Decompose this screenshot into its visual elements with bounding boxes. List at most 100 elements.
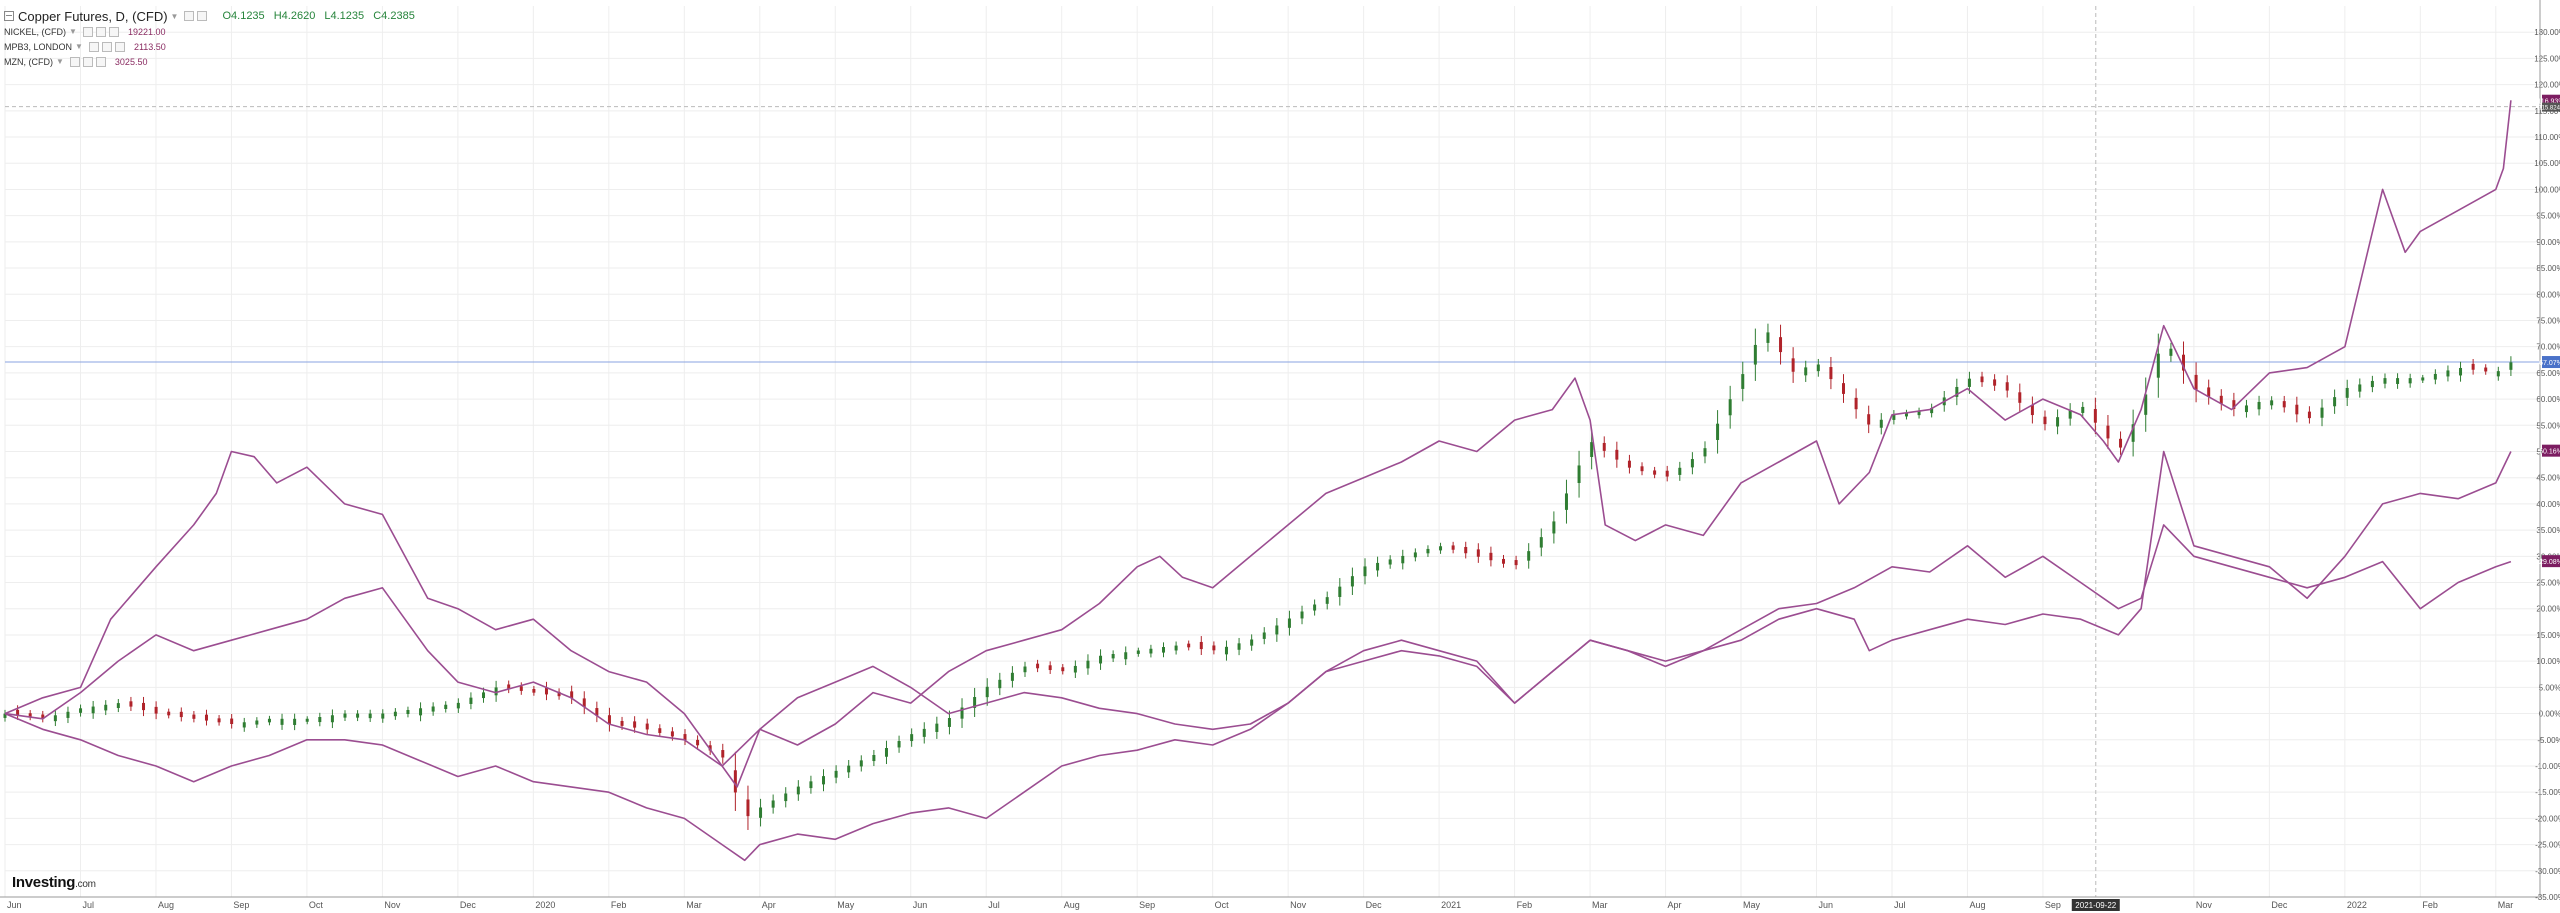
candle-body — [1338, 586, 1342, 597]
candle-body — [910, 734, 914, 742]
candle-body — [1061, 667, 1065, 672]
eye-icon[interactable] — [69, 56, 80, 67]
chevron-down-icon[interactable]: ▼ — [69, 27, 77, 36]
candle-body — [267, 718, 271, 723]
candle-body — [1023, 666, 1027, 673]
y-tick-label: 80.00% — [2536, 290, 2560, 299]
candle-body — [1111, 654, 1115, 659]
y-tick-label: 95.00% — [2536, 212, 2560, 221]
y-tick-label: 65.00% — [2536, 369, 2560, 378]
x-tick-label: 2022 — [2347, 900, 2367, 910]
candle-body — [557, 691, 561, 697]
candle-body — [1678, 467, 1682, 475]
compare-name[interactable]: MZN, (CFD) — [4, 56, 53, 67]
value-badge — [2542, 444, 2560, 457]
candle-body — [1010, 672, 1014, 681]
candle-body — [1514, 560, 1518, 566]
candle-body — [2068, 410, 2072, 419]
candle-body — [293, 718, 297, 725]
x-tick-label: Aug — [1969, 900, 1985, 910]
candle-body — [1149, 648, 1153, 654]
y-tick-label: 75.00% — [2536, 316, 2560, 325]
y-tick-label: 40.00% — [2536, 500, 2560, 509]
high-value: H4.2620 — [273, 10, 316, 22]
candle-body — [796, 786, 800, 795]
candle-body — [973, 697, 977, 708]
candle-body — [1527, 551, 1531, 561]
settings-icon[interactable] — [82, 56, 93, 67]
candle-body — [104, 704, 108, 711]
candle-body — [1489, 552, 1493, 561]
candle-body — [1426, 548, 1430, 554]
eye-icon[interactable] — [82, 26, 93, 37]
close-icon[interactable] — [108, 26, 119, 37]
compare-name[interactable]: MPB3, LONDON — [4, 41, 73, 52]
candle-body — [620, 720, 624, 726]
y-tick-label: -25.00% — [2535, 841, 2560, 850]
candle-body — [1300, 611, 1304, 619]
chart-legend: Copper Futures, D, (CFD) ▼ O4.1235 H4.26… — [4, 8, 415, 69]
legend-compare-row: MZN, (CFD) ▼ 3025.50 — [4, 54, 415, 69]
candle-body — [519, 686, 523, 691]
candle-body — [595, 708, 599, 716]
candle-body — [444, 704, 448, 710]
candle-body — [2131, 424, 2135, 442]
candle-body — [872, 755, 876, 762]
settings-icon[interactable] — [101, 41, 112, 52]
candle-body — [570, 691, 574, 699]
legend-main-row: Copper Futures, D, (CFD) ▼ O4.1235 H4.26… — [4, 8, 415, 24]
chevron-down-icon[interactable]: ▼ — [56, 57, 64, 66]
compare-name[interactable]: NICKEL, (CFD) — [4, 26, 67, 37]
y-tick-label: -35.00% — [2535, 893, 2560, 902]
candle-body — [985, 686, 989, 698]
close-icon[interactable] — [114, 41, 125, 52]
candle-body — [129, 701, 133, 707]
crosshair-y-label: 115.8243 — [2539, 106, 2560, 112]
candle-body — [1552, 521, 1556, 534]
collapse-icon[interactable] — [4, 11, 14, 21]
candle-body — [935, 723, 939, 732]
brand-name: Investing — [12, 874, 76, 891]
chevron-down-icon[interactable]: ▼ — [75, 42, 83, 51]
chevron-down-icon[interactable]: ▼ — [170, 11, 179, 21]
candle-body — [809, 781, 813, 789]
candle-body — [28, 713, 32, 718]
candle-body — [3, 713, 7, 718]
y-tick-label: 100.00% — [2534, 185, 2560, 194]
candle-body — [1728, 399, 1732, 416]
settings-icon[interactable] — [184, 11, 195, 21]
x-tick-label: May — [837, 900, 855, 910]
value-badge — [2542, 356, 2560, 369]
candle-body — [1413, 552, 1417, 558]
candle-body — [280, 718, 284, 725]
candle-body — [859, 760, 863, 767]
candle-body — [784, 793, 788, 802]
close-icon[interactable] — [197, 11, 208, 21]
candle-body — [1716, 423, 1720, 440]
candle-body — [1690, 459, 1694, 468]
x-tick-label: 2021 — [1441, 900, 1461, 910]
candle-body — [2270, 400, 2274, 406]
candle-body — [1262, 632, 1266, 639]
candle-body — [192, 714, 196, 719]
close-icon[interactable] — [95, 56, 106, 67]
candle-body — [1867, 414, 1871, 425]
y-tick-label: 125.00% — [2534, 54, 2560, 63]
candle-body — [759, 807, 763, 818]
candle-body — [2169, 348, 2173, 356]
eye-icon[interactable] — [88, 41, 99, 52]
candle-body — [721, 750, 725, 758]
instrument-title[interactable]: Copper Futures, D, (CFD) — [18, 8, 168, 24]
candle-body — [482, 692, 486, 699]
settings-icon[interactable] — [95, 26, 106, 37]
candle-body — [2030, 404, 2034, 416]
candle-body — [66, 711, 70, 718]
candle-body — [1854, 397, 1858, 410]
y-tick-label: -20.00% — [2535, 814, 2560, 823]
y-tick-label: 25.00% — [2536, 579, 2560, 588]
candle-body — [318, 717, 322, 723]
investing-logo[interactable]: Investing.com — [12, 874, 96, 891]
candle-body — [1741, 374, 1745, 389]
